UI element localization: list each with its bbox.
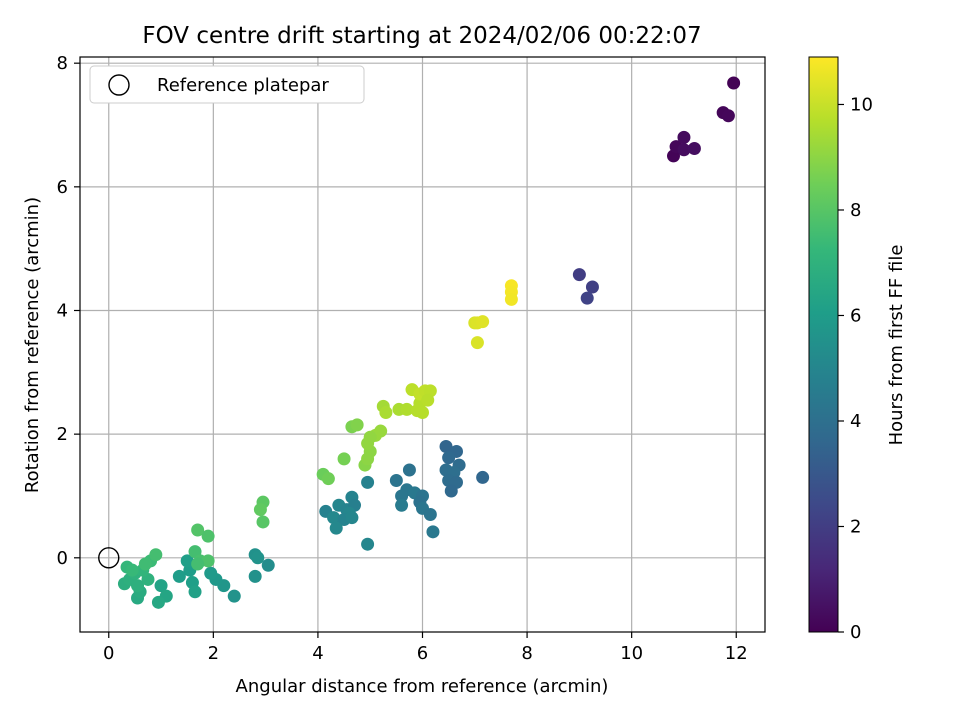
colorbar: 0 2 4 6 8 10 Hours from first FF file [808, 56, 907, 643]
y-tick-label: 8 [57, 53, 68, 74]
data-point [188, 585, 202, 599]
legend: Reference platepar [89, 65, 365, 104]
data-point [426, 525, 440, 539]
data-point [580, 291, 594, 305]
colorbar-tick-label: 10 [850, 94, 873, 115]
data-point [138, 557, 152, 571]
x-tick-label: 10 [620, 643, 643, 664]
data-point [261, 558, 275, 572]
data-point [204, 566, 218, 580]
colorbar-label: Hours from first FF file [886, 245, 907, 446]
data-point [149, 548, 163, 562]
data-point [151, 595, 165, 609]
x-tick-label: 12 [725, 643, 748, 664]
data-point [504, 292, 518, 306]
colorbar-ticks: 0 2 4 6 8 10 [838, 94, 873, 643]
colorbar-tick-label: 0 [850, 622, 861, 643]
data-point [361, 537, 375, 551]
legend-marker-icon [108, 74, 130, 96]
data-point [585, 280, 599, 294]
data-point [327, 511, 341, 525]
data-point [172, 569, 186, 583]
colorbar-tick-label: 6 [850, 305, 861, 326]
legend-box [89, 65, 365, 104]
data-point [677, 143, 691, 157]
data-point [395, 498, 409, 512]
data-point [180, 554, 194, 568]
data-point [400, 402, 414, 416]
data-point [395, 489, 409, 503]
data-point [191, 523, 205, 537]
data-point [721, 109, 735, 123]
x-tick-label: 6 [417, 643, 428, 664]
colorbar-tick-label: 8 [850, 200, 861, 221]
y-axis-label: Rotation from reference (arcmin) [22, 197, 43, 493]
data-point [421, 393, 435, 407]
data-point [337, 452, 351, 466]
data-point [572, 268, 586, 282]
data-point [251, 551, 265, 565]
data-point [439, 440, 453, 454]
data-point [321, 472, 335, 486]
data-point [470, 336, 484, 350]
data-points [117, 76, 741, 609]
data-point [727, 76, 741, 90]
x-axis-ticks: 0 2 4 6 8 10 12 [103, 632, 748, 664]
data-point [476, 470, 490, 484]
data-point [227, 589, 241, 603]
grid [80, 57, 765, 632]
data-point [201, 554, 215, 568]
data-point [423, 508, 437, 522]
data-point [476, 315, 490, 329]
data-point [687, 142, 701, 156]
data-point [444, 484, 458, 498]
data-point [416, 406, 429, 420]
data-point [442, 451, 456, 465]
chart-title: FOV centre drift starting at 2024/02/06 … [142, 23, 701, 49]
data-point [374, 424, 388, 438]
y-tick-label: 0 [57, 548, 68, 569]
x-tick-label: 8 [521, 643, 532, 664]
reference-marker [98, 547, 120, 569]
data-point [350, 418, 364, 432]
y-tick-label: 2 [57, 424, 68, 445]
y-tick-label: 4 [57, 300, 68, 321]
data-point [363, 430, 377, 444]
data-point [402, 463, 416, 477]
colorbar-tick-label: 4 [850, 411, 861, 432]
legend-entry-reference: Reference platepar [157, 75, 329, 96]
y-tick-label: 6 [57, 177, 68, 198]
x-axis-label: Angular distance from reference (arcmin) [236, 676, 609, 697]
data-point [256, 515, 270, 529]
reference-point [98, 547, 120, 569]
colorbar-tick-label: 2 [850, 516, 861, 537]
data-point [154, 579, 168, 593]
data-point [131, 579, 145, 593]
data-point [248, 569, 262, 583]
data-point [361, 452, 375, 466]
x-tick-label: 0 [103, 643, 114, 664]
x-tick-label: 2 [208, 643, 219, 664]
x-tick-label: 4 [312, 643, 323, 664]
y-axis-ticks: 0 2 4 6 8 [57, 53, 80, 569]
data-point [389, 474, 403, 488]
colorbar-gradient [808, 56, 839, 633]
data-point [345, 511, 359, 525]
data-point [361, 475, 375, 489]
data-point [379, 406, 393, 420]
data-point [329, 521, 343, 535]
data-point [677, 130, 691, 144]
data-point [253, 503, 267, 517]
data-point [191, 557, 205, 571]
data-point [125, 563, 139, 577]
data-point [201, 529, 215, 543]
